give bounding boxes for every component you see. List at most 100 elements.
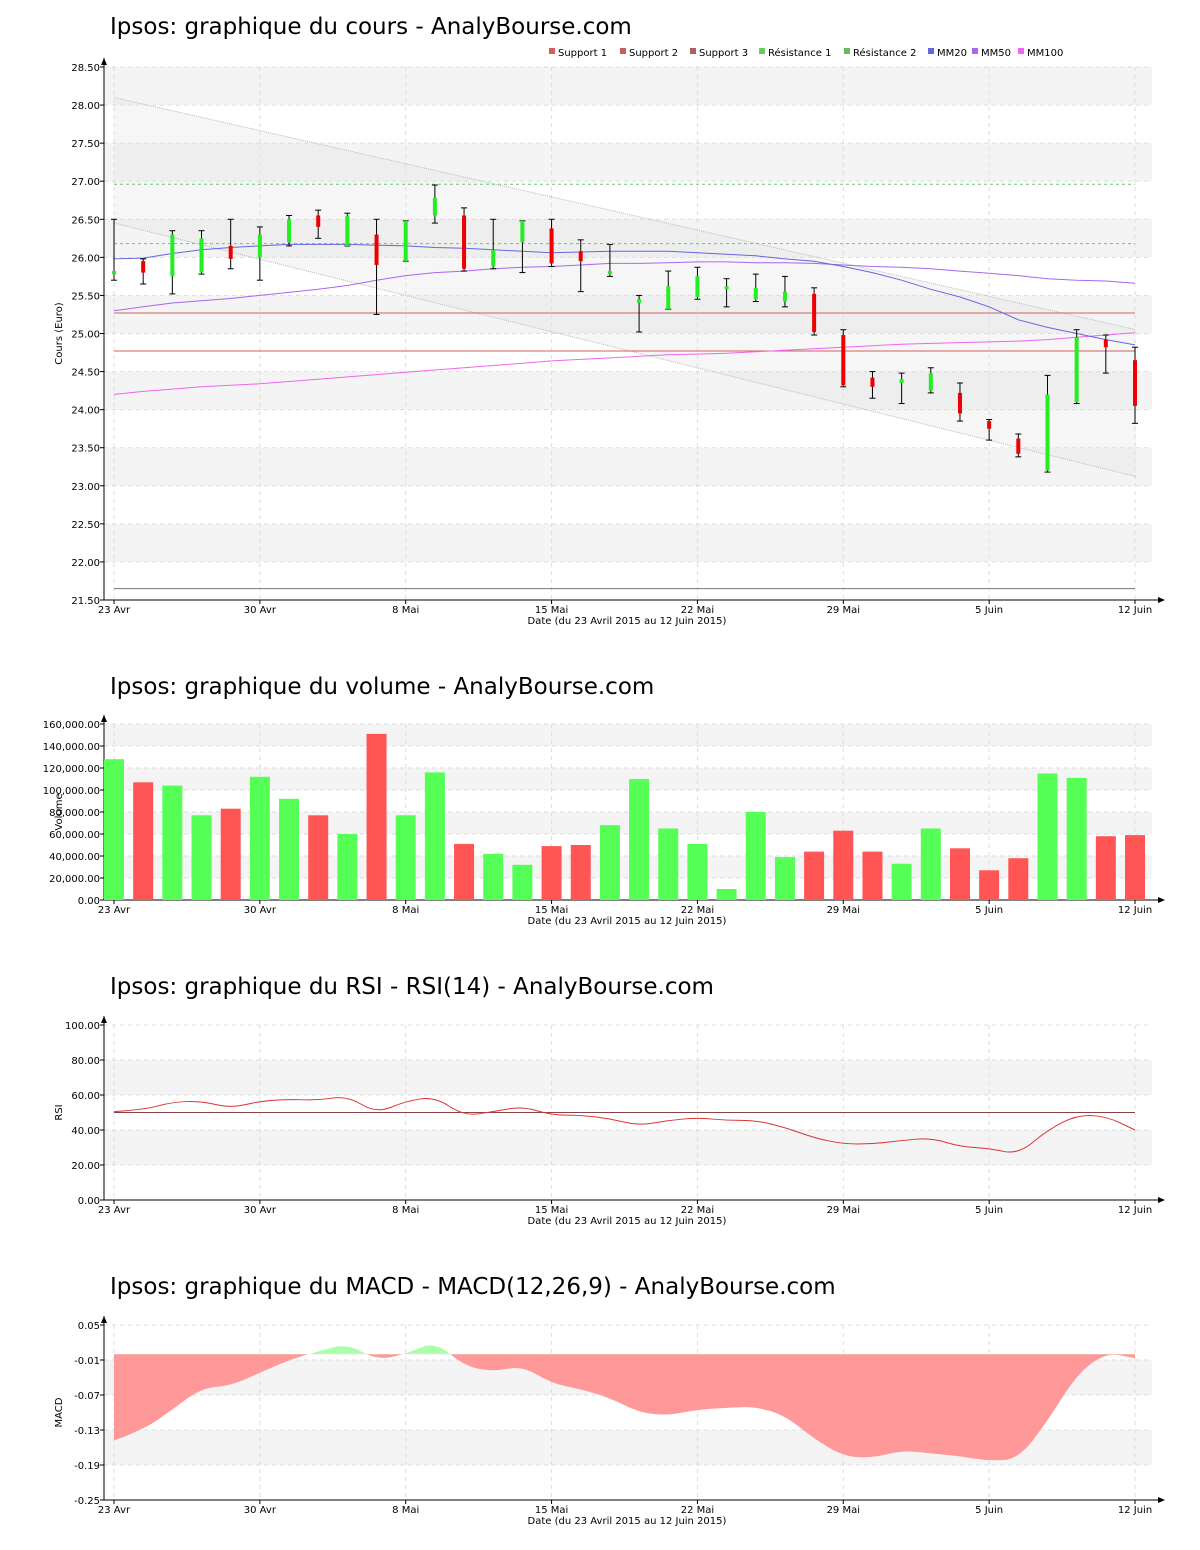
x-tick-label: 29 Mai: [827, 605, 860, 616]
volume-bar: [337, 834, 358, 900]
candle-body: [899, 379, 904, 383]
x-tick-label: 23 Avr: [98, 1505, 131, 1516]
volume-bar: [804, 851, 825, 900]
y-tick-label: -0.01: [74, 1356, 100, 1367]
volume-bar: [1125, 835, 1145, 900]
grid-band: [105, 1060, 1152, 1095]
candle: [140, 258, 147, 285]
y-tick-label: 22.50: [71, 520, 100, 531]
y-tick-label: 160,000.00: [43, 720, 100, 731]
candle-body: [782, 291, 787, 302]
legend-label: Support 2: [629, 48, 678, 59]
mm20-line: [113, 243, 1136, 346]
candle: [636, 294, 643, 333]
volume-bar: [862, 851, 883, 900]
candle-body: [666, 286, 671, 310]
channel-upper-line: [113, 96, 1137, 331]
x-axis-title: Date (du 23 Avril 2015 au 12 Juin 2015): [528, 916, 727, 927]
legend-label: Résistance 2: [853, 47, 916, 59]
volume-bar: [687, 843, 708, 900]
y-axis-title: Volume: [54, 793, 65, 830]
legend-swatch: [549, 48, 555, 54]
volume-bar: [279, 798, 300, 900]
candle: [840, 329, 847, 388]
candle-body: [199, 238, 204, 273]
legend-label: Support 1: [558, 48, 607, 59]
x-tick-label: 12 Juin: [1118, 1205, 1152, 1216]
trend-channel: [114, 97, 1136, 477]
candle-body: [257, 234, 262, 258]
candle-body: [870, 377, 875, 387]
candle: [315, 209, 322, 239]
volume-bar: [716, 889, 737, 900]
candle-body: [228, 245, 233, 259]
volume-bar: [949, 848, 970, 900]
macd-chart-title: Ipsos: graphique du MACD - MACD(12,26,9)…: [110, 1274, 836, 1300]
candle: [723, 278, 730, 308]
grid-band: [105, 143, 1152, 182]
candle-body: [841, 335, 846, 386]
grid-band: [105, 523, 1152, 562]
y-axis-arrow: [101, 58, 107, 65]
volume-bar: [629, 779, 650, 900]
candle-body: [695, 276, 700, 297]
x-axis-arrow: [1158, 897, 1165, 903]
volume-bar: [541, 846, 562, 900]
candle-body: [928, 373, 933, 391]
candle: [1044, 374, 1051, 473]
y-tick-label: 25.50: [71, 291, 100, 302]
candle-body: [1045, 394, 1050, 471]
y-tick-label: 20,000.00: [49, 874, 100, 885]
y-tick-label: 80,000.00: [49, 808, 100, 819]
volume-bar: [1066, 777, 1087, 900]
grid-band: [105, 724, 1152, 746]
candle: [431, 184, 438, 224]
x-tick-label: 23 Avr: [98, 905, 131, 916]
volume-bar: [424, 772, 445, 900]
legend-label: Résistance 1: [768, 47, 831, 59]
y-tick-label: 24.50: [71, 368, 100, 379]
legend-label: MM50: [981, 48, 1011, 59]
x-tick-label: 5 Juin: [975, 1205, 1003, 1216]
candle: [694, 266, 701, 300]
volume-bar: [920, 828, 941, 900]
legend-swatch: [844, 48, 850, 54]
candle-body: [957, 392, 962, 414]
x-axis-arrow: [1158, 1497, 1165, 1503]
candle-body: [170, 234, 175, 277]
candle: [286, 214, 293, 247]
candle-body: [987, 421, 992, 429]
y-tick-label: 28.00: [71, 101, 100, 112]
x-tick-label: 12 Juin: [1118, 1505, 1152, 1516]
y-tick-label: 0.05: [78, 1321, 100, 1332]
candle-body: [1074, 337, 1079, 403]
price-chart: Ipsos: graphique du cours - AnalyBourse.…: [54, 14, 1165, 627]
y-tick-label: 23.50: [71, 444, 100, 455]
candle-body: [520, 220, 525, 243]
candle-body: [141, 261, 146, 273]
candle-body: [578, 251, 583, 262]
x-tick-label: 8 Mai: [392, 605, 419, 616]
y-tick-label: 23.00: [71, 482, 100, 493]
grid-band: [105, 1130, 1152, 1165]
candle-body: [403, 220, 408, 262]
y-axis-arrow: [101, 715, 107, 722]
candle: [986, 419, 993, 441]
volume-bar: [483, 853, 504, 900]
candle-body: [432, 197, 437, 216]
x-tick-label: 8 Mai: [392, 1505, 419, 1516]
candle: [665, 270, 672, 310]
candle: [898, 372, 905, 405]
rsi-chart: Ipsos: graphique du RSI - RSI(14) - Anal…: [54, 974, 1165, 1227]
candle-body: [753, 287, 758, 300]
rsi-line: [113, 1097, 1136, 1153]
candle: [461, 207, 468, 272]
x-tick-label: 5 Juin: [975, 905, 1003, 916]
y-axis-arrow: [101, 1016, 107, 1023]
candle: [1102, 334, 1109, 374]
grid-band: [105, 67, 1152, 106]
volume-bar: [366, 733, 387, 900]
y-tick-label: 26.50: [71, 215, 100, 226]
volume-bar: [833, 830, 854, 900]
